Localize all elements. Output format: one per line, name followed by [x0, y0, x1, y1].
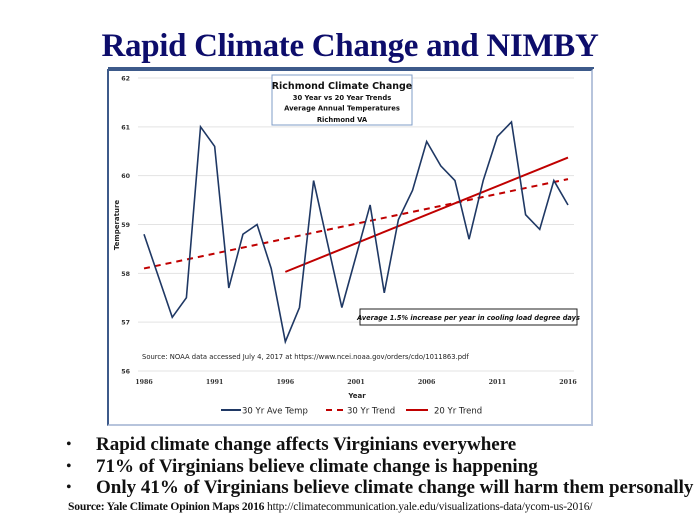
legend-label-30yr-trend: 30 Yr Trend — [347, 407, 395, 417]
legend: 30 Yr Ave Temp 30 Yr Trend 20 Yr Trend — [221, 407, 482, 417]
bullet-dot-icon: • — [66, 436, 72, 453]
x-tick-labels: 1986 1991 1996 2001 2006 2011 2016 — [135, 379, 577, 386]
x-tick-label: 2006 — [418, 379, 436, 386]
legend-label-20yr-trend: 20 Yr Trend — [434, 407, 482, 417]
chart-title-box — [271, 74, 413, 126]
chart-subtitle-2: Average Annual Temperatures — [284, 105, 400, 113]
annotation-text: Average 1.5% increase per year in coolin… — [356, 314, 580, 322]
x-axis-label: Year — [347, 392, 366, 400]
bullet-text: Rapid climate change affects Virginians … — [96, 434, 517, 455]
chart-subtitle-1: 30 Year vs 20 Year Trends — [293, 94, 392, 102]
bullet-text: Only 41% of Virginians believe climate c… — [96, 477, 694, 498]
source-url[interactable]: http://climatecommunication.yale.edu/vis… — [266, 500, 593, 513]
legend-item-30yr-ave-temp: 30 Yr Ave Temp — [221, 407, 308, 417]
source-label: Source: Yale Climate Opinion Maps 2016 — [68, 500, 265, 513]
x-tick-label: 1996 — [277, 379, 295, 386]
y-tick-label: 59 — [121, 222, 130, 229]
x-tick-label: 1991 — [206, 379, 224, 386]
bullet-item: • Rapid climate change affects Virginians… — [66, 434, 700, 456]
y-tick-label: 60 — [121, 173, 130, 180]
legend-item-20yr-trend: 20 Yr Trend — [406, 407, 482, 417]
x-tick-label: 2001 — [347, 379, 365, 386]
bullet-dot-icon: • — [66, 457, 72, 475]
slide-source: Source: Yale Climate Opinion Maps 2016 h… — [68, 500, 593, 513]
y-tick-label: 56 — [121, 369, 130, 376]
trend-lines — [143, 156, 569, 273]
chart-title: Richmond Climate Change — [272, 81, 413, 92]
y-tick-label: 57 — [121, 320, 130, 327]
gridlines — [138, 77, 574, 372]
y-axis-label: Temperature — [113, 200, 121, 251]
x-tick-label: 2016 — [559, 379, 577, 386]
y-tick-label: 62 — [121, 76, 130, 83]
y-tick-label: 58 — [121, 271, 130, 278]
slide-title: Rapid Climate Change and NIMBY — [101, 28, 599, 64]
temperature-series — [143, 120, 569, 345]
chart-subtitle-3: Richmond VA — [317, 116, 368, 124]
bullet-text: 71% of Virginians believe climate change… — [96, 455, 538, 477]
bullet-item: • 71% of Virginians believe climate chang… — [66, 456, 700, 478]
x-tick-label: 2011 — [489, 379, 507, 386]
bullet-dot-icon: • — [66, 479, 72, 496]
bullet-item: • Only 41% of Virginians believe climate … — [66, 477, 700, 499]
chart-source-note: Source: NOAA data accessed July 4, 2017 … — [142, 353, 469, 361]
annotation-box — [359, 308, 578, 326]
legend-label-temp: 30 Yr Ave Temp — [242, 407, 308, 417]
legend-item-30yr-trend: 30 Yr Trend — [326, 407, 395, 417]
x-tick-label: 1986 — [135, 379, 153, 386]
series-line-20-yr-trend — [284, 156, 569, 273]
title-underline — [108, 67, 594, 69]
y-tick-labels: 56 57 58 59 60 61 62 — [121, 76, 130, 376]
bullet-list: • Rapid climate change affects Virginians… — [66, 434, 700, 499]
y-tick-label: 61 — [121, 124, 130, 131]
